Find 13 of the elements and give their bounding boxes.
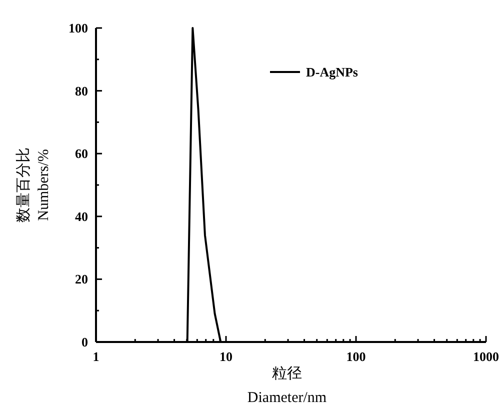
y-tick-label: 100 [68, 20, 88, 36]
y-tick-label: 60 [75, 146, 88, 162]
y-tick-label: 0 [82, 334, 88, 350]
x-tick-label: 1000 [473, 349, 499, 364]
y-tick-label: 80 [75, 83, 88, 98]
x-axis-title: 粒径 Diameter/nm [247, 366, 327, 406]
legend-label: D-AgNPs [306, 64, 358, 80]
y-tick-label: 40 [75, 208, 88, 224]
x-tick-label: 1 [92, 349, 100, 364]
x-tick-label: 100 [346, 349, 366, 364]
y-axis-title: 数量百分比 Numbers/% [15, 148, 52, 222]
x-tick-label: 10 [220, 349, 232, 364]
y-tick-label: 20 [75, 272, 88, 287]
